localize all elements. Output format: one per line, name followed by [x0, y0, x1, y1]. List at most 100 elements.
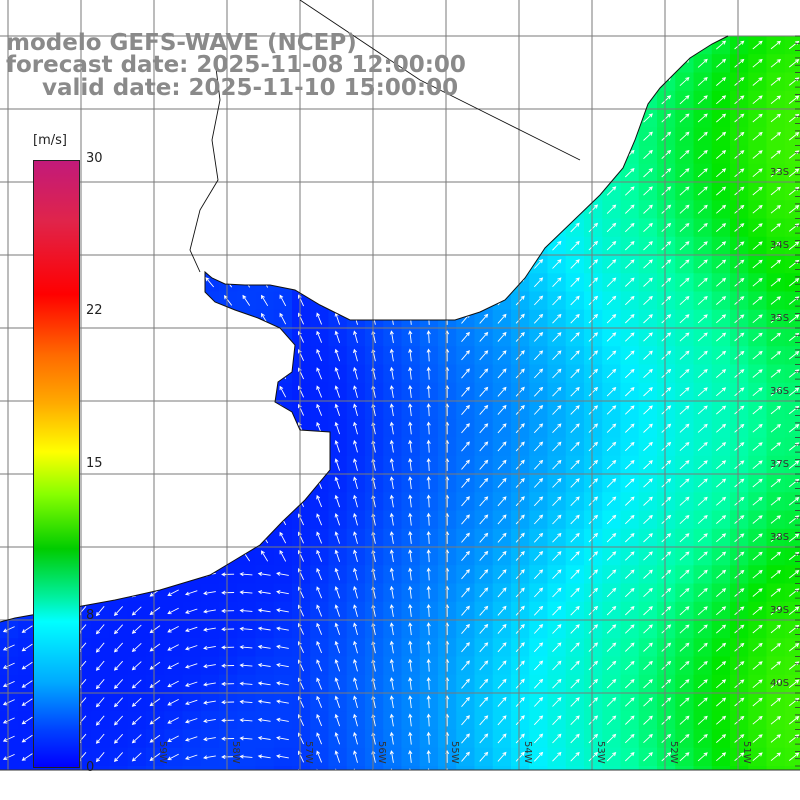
wind-arrow	[679, 624, 690, 634]
wind-cell	[182, 218, 202, 238]
wind-cell	[547, 200, 567, 220]
wind-arrow	[2, 443, 16, 449]
wind-cell	[438, 163, 457, 183]
wind-arrow	[588, 715, 599, 725]
wind-arrow	[679, 587, 690, 598]
wind-cell	[565, 36, 585, 55]
wind-arrow	[149, 186, 160, 196]
wind-arrow	[606, 660, 617, 671]
wind-cell	[565, 127, 585, 147]
wind-arrow	[316, 567, 323, 581]
wind-cell	[146, 565, 165, 585]
wind-cell	[200, 474, 220, 493]
wind-arrow	[606, 514, 617, 525]
lon-label: 53W	[595, 741, 606, 764]
wind-arrow	[389, 494, 394, 508]
wind-arrow	[497, 660, 507, 671]
wind-cell	[419, 255, 439, 274]
wind-cell	[784, 437, 800, 457]
wind-arrow	[624, 606, 635, 616]
wind-cell	[675, 200, 695, 220]
wind-cell	[164, 528, 184, 548]
wind-arrow	[223, 404, 233, 416]
wind-arrow	[643, 350, 653, 360]
wind-cell	[419, 109, 439, 128]
wind-arrow	[479, 605, 489, 616]
wind-arrow	[261, 239, 269, 252]
wind-arrow	[552, 532, 562, 543]
wind-arrow	[426, 165, 431, 179]
wind-arrow	[661, 259, 672, 269]
wind-arrow	[479, 350, 489, 361]
wind-cell	[346, 109, 366, 128]
wind-arrow	[186, 113, 197, 123]
wind-cell	[529, 127, 549, 147]
wind-cell	[383, 127, 403, 147]
wind-arrow	[661, 642, 672, 652]
wind-arrow	[770, 661, 782, 670]
wind-cell	[18, 90, 38, 110]
wind-arrow	[297, 276, 305, 288]
wind-cell	[492, 163, 512, 183]
wind-arrow	[661, 222, 672, 233]
wind-arrow	[661, 551, 672, 561]
wind-cell	[255, 437, 275, 457]
wind-arrow	[94, 333, 106, 341]
wind-arrow	[21, 570, 33, 579]
wind-cell	[200, 291, 220, 311]
wind-cell	[109, 346, 129, 366]
wind-arrow	[570, 350, 580, 361]
wind-arrow	[113, 733, 124, 744]
wind-cell	[219, 236, 238, 256]
wind-cell	[675, 601, 695, 621]
wind-arrow	[186, 204, 197, 215]
wind-arrow	[149, 442, 160, 451]
wind-arrow	[606, 186, 617, 196]
wind-arrow	[186, 441, 197, 452]
wind-arrow	[20, 242, 34, 249]
wind-arrow	[497, 58, 507, 69]
wind-arrow	[426, 275, 431, 289]
wind-arrow	[2, 699, 15, 706]
wind-cell	[711, 346, 731, 366]
wind-arrow	[408, 275, 413, 289]
wind-cell	[565, 109, 585, 128]
wind-arrow	[752, 405, 763, 415]
wind-arrow	[552, 551, 562, 561]
wind-cell	[511, 218, 530, 238]
wind-arrow	[461, 733, 470, 744]
wind-arrow	[588, 624, 599, 634]
wind-arrow	[497, 167, 507, 178]
wind-arrow	[679, 40, 690, 50]
wind-arrow	[752, 95, 763, 105]
wind-arrow	[533, 94, 544, 105]
wind-arrow	[334, 458, 341, 471]
wind-cell	[0, 273, 19, 293]
wind-arrow	[461, 368, 470, 379]
wind-arrow	[734, 478, 745, 488]
wind-arrow	[697, 660, 708, 670]
wind-cell	[693, 109, 713, 128]
wind-arrow	[643, 624, 653, 634]
wind-arrow	[168, 478, 179, 488]
wind-arrow	[716, 460, 727, 470]
wind-cell	[711, 54, 731, 74]
wind-arrow	[734, 186, 745, 196]
wind-arrow	[221, 627, 235, 632]
wind-arrow	[261, 385, 269, 398]
wind-arrow	[770, 624, 782, 634]
wind-arrow	[186, 313, 197, 324]
wind-arrow	[131, 186, 142, 196]
wind-cell	[200, 510, 220, 530]
wind-cell	[91, 401, 111, 420]
wind-arrow	[734, 77, 745, 86]
wind-cell	[456, 218, 476, 238]
wind-arrow	[606, 259, 617, 269]
wind-cell	[602, 401, 622, 420]
wind-arrow	[389, 403, 394, 417]
wind-arrow	[20, 151, 34, 158]
wind-arrow	[497, 331, 507, 342]
frame-ticks	[0, 35, 800, 800]
wind-cell	[328, 109, 348, 128]
wind-cell	[401, 200, 421, 220]
